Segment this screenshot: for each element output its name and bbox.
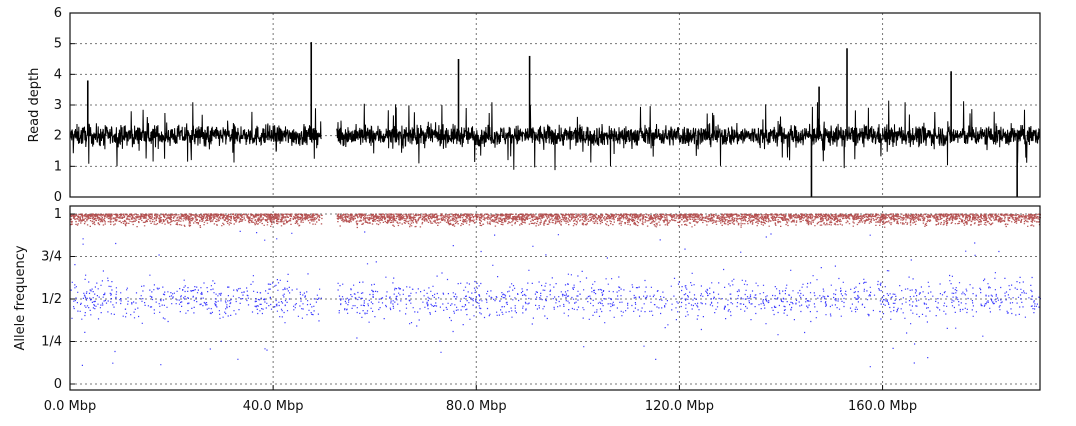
allele-frequency-y-tick: 1/4 bbox=[41, 335, 75, 350]
read-depth-axis-title: Read depth bbox=[27, 68, 42, 143]
allele-frequency-axis-title: Allele frequency bbox=[13, 245, 28, 350]
allele-frequency-y-tick: 3/4 bbox=[41, 250, 75, 265]
position-x-tick: 80.0 Mbp bbox=[446, 385, 507, 414]
position-x-tick: 160.0 Mbp bbox=[848, 385, 917, 414]
read-depth-y-tick: 3 bbox=[54, 98, 75, 113]
homozygous-points bbox=[70, 213, 1041, 229]
read-depth-y-tick-label: 5 bbox=[54, 37, 62, 52]
allele-frequency-y-tick-label: 3/4 bbox=[41, 250, 62, 265]
read-depth-y-tick-label: 6 bbox=[54, 6, 62, 21]
read-depth-spikes bbox=[86, 42, 1018, 197]
position-x-tick-label: 120.0 Mbp bbox=[645, 399, 714, 414]
read-depth-y-tick-label: 3 bbox=[54, 98, 62, 113]
position-x-tick-label: 80.0 Mbp bbox=[446, 399, 507, 414]
allele-frequency-y-ticks: 0 1/4 1/2 3/4 1 bbox=[41, 207, 75, 392]
read-depth-y-tick: 1 bbox=[54, 159, 75, 174]
read-depth-y-tick: 2 bbox=[54, 129, 75, 144]
read-depth-y-tick-label: 2 bbox=[54, 129, 62, 144]
allele-frequency-y-tick: 1 bbox=[54, 207, 75, 222]
allele-frequency-y-tick: 0 bbox=[54, 377, 75, 392]
position-x-tick: 120.0 Mbp bbox=[645, 385, 714, 414]
allele-frequency-y-tick-label: 1/2 bbox=[41, 292, 62, 307]
allele-frequency-y-tick-label: 1/4 bbox=[41, 335, 62, 350]
read-depth-y-tick-label: 0 bbox=[54, 190, 62, 205]
read-depth-y-tick-label: 1 bbox=[54, 159, 62, 174]
allele-frequency-y-tick-label: 0 bbox=[54, 377, 62, 392]
allele-frequency-y-tick: 1/2 bbox=[41, 292, 75, 307]
position-x-tick-label: 40.0 Mbp bbox=[243, 399, 304, 414]
read-depth-y-tick: 6 bbox=[54, 6, 75, 21]
allele-frequency-points bbox=[70, 213, 1041, 368]
allele-frequency-frame bbox=[69, 205, 1041, 391]
position-x-tick-label: 160.0 Mbp bbox=[848, 399, 917, 414]
heterozygous-points bbox=[70, 230, 1041, 368]
position-x-tick: 0.0 Mbp bbox=[44, 385, 97, 414]
position-x-tick: 40.0 Mbp bbox=[243, 385, 304, 414]
read-depth-y-tick: 5 bbox=[54, 37, 75, 52]
read-depth-panel: 0 1 2 3 4 5 6 Read depth bbox=[27, 6, 1041, 205]
read-depth-y-tick-label: 4 bbox=[54, 67, 62, 82]
position-x-tick-label: 0.0 Mbp bbox=[44, 399, 97, 414]
allele-frequency-y-tick-label: 1 bbox=[54, 207, 62, 222]
position-x-ticks: 0.0 Mbp 40.0 Mbp 80.0 Mbp 120.0 Mbp 160.0 Mb… bbox=[44, 385, 917, 414]
allele-frequency-panel: 0 1/4 1/2 3/4 1 0.0 Mbp 40.0 Mbp 80.0 Mbp 120.0… bbox=[13, 205, 1041, 414]
read-depth-trace bbox=[69, 100, 1041, 171]
read-depth-y-ticks: 0 1 2 3 4 5 6 bbox=[54, 6, 75, 205]
read-depth-y-tick: 4 bbox=[54, 67, 75, 82]
allele-frequency-gridlines bbox=[69, 206, 1040, 390]
read-depth-y-tick: 0 bbox=[54, 190, 75, 205]
